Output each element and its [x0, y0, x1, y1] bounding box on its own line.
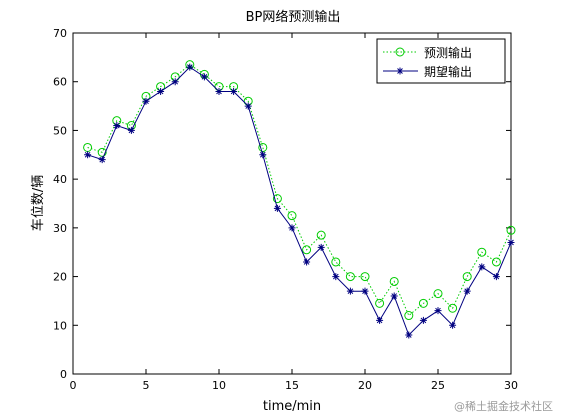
predicted-point [404, 311, 414, 321]
predicted-line [87, 64, 512, 317]
x-axis: 0 5 10 15 20 25 30 [70, 33, 518, 392]
y-tick-label: 40 [53, 173, 67, 186]
expected-point [463, 287, 471, 295]
y-tick-label: 70 [53, 27, 67, 40]
expected-point [230, 87, 238, 95]
expected-point [492, 273, 500, 281]
expected-point [419, 316, 427, 324]
expected-point [317, 243, 325, 251]
predicted-point [389, 276, 399, 286]
expected-point [84, 151, 92, 159]
expected-point [142, 97, 150, 105]
series-expected [84, 63, 515, 339]
expected-point [288, 224, 296, 232]
y-tick-label: 30 [53, 222, 67, 235]
expected-point [171, 78, 179, 86]
expected-point [376, 316, 384, 324]
plot-area [72, 32, 512, 375]
y-axis: 0 10 20 30 40 50 60 70 [53, 27, 511, 381]
predicted-point [331, 257, 341, 267]
predicted-point [316, 230, 326, 240]
x-tick-label: 5 [143, 379, 150, 392]
expected-point [346, 287, 354, 295]
legend-expected-marker [396, 67, 404, 75]
predicted-point [272, 194, 282, 204]
watermark: @稀土掘金技术社区 [454, 400, 553, 413]
expected-point [332, 273, 340, 281]
x-axis-title: time/min [263, 399, 321, 414]
x-tick-label: 0 [70, 379, 77, 392]
x-tick-label: 10 [212, 379, 226, 392]
expected-point [157, 87, 165, 95]
y-tick-label: 0 [60, 368, 67, 381]
expected-point [390, 292, 398, 300]
predicted-point [491, 257, 501, 267]
y-tick-label: 20 [53, 271, 67, 284]
legend-expected-label: 期望输出 [424, 64, 472, 79]
expected-point [405, 331, 413, 339]
predicted-point [477, 247, 487, 257]
expected-point [98, 156, 106, 164]
expected-point [244, 102, 252, 110]
y-tick-label: 60 [53, 76, 67, 89]
predicted-point [360, 272, 370, 282]
expected-point [361, 287, 369, 295]
expected-point [113, 122, 121, 130]
expected-point [186, 63, 194, 71]
expected-point [215, 87, 223, 95]
predicted-point [433, 289, 443, 299]
x-tick-label: 25 [431, 379, 445, 392]
predicted-point [506, 225, 516, 235]
expected-point [127, 126, 135, 134]
expected-point [434, 307, 442, 315]
predicted-point [287, 211, 297, 221]
expected-point [200, 73, 208, 81]
expected-point [273, 204, 281, 212]
expected-point [478, 263, 486, 271]
series-predicted [83, 60, 516, 321]
predicted-point [345, 272, 355, 282]
x-tick-label: 20 [358, 379, 372, 392]
expected-point [449, 321, 457, 329]
chart-title: BP网络预测输出 [246, 9, 341, 25]
predicted-point [375, 298, 385, 308]
predicted-point [448, 303, 458, 313]
predicted-point [302, 245, 312, 255]
predicted-point [462, 272, 472, 282]
x-tick-label: 15 [285, 379, 299, 392]
legend-box [376, 38, 506, 84]
x-tick-label: 30 [504, 379, 518, 392]
legend-predicted-label: 预测输出 [424, 45, 472, 60]
expected-point [259, 151, 267, 159]
y-tick-label: 10 [53, 319, 67, 332]
predicted-point [418, 298, 428, 308]
expected-point [507, 238, 515, 246]
legend-predicted-marker [395, 47, 405, 57]
expected-point [303, 258, 311, 266]
y-tick-label: 50 [53, 124, 67, 137]
y-axis-title: 车位数/辆 [30, 175, 46, 231]
series-layer [83, 60, 516, 339]
